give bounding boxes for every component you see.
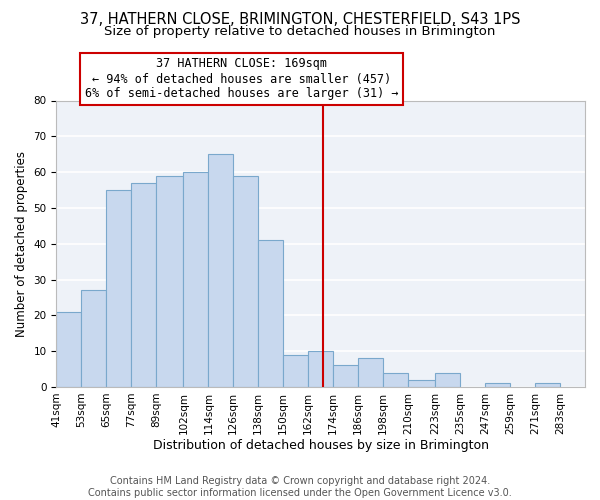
Text: 37 HATHERN CLOSE: 169sqm
← 94% of detached houses are smaller (457)
6% of semi-d: 37 HATHERN CLOSE: 169sqm ← 94% of detach… <box>85 58 398 100</box>
Bar <box>56 312 82 387</box>
Bar <box>308 351 333 387</box>
Bar <box>131 183 156 387</box>
Bar <box>535 384 560 387</box>
Y-axis label: Number of detached properties: Number of detached properties <box>15 150 28 336</box>
Bar <box>435 372 460 387</box>
Bar <box>383 372 408 387</box>
Bar <box>333 366 358 387</box>
Bar <box>106 190 131 387</box>
Bar <box>485 384 510 387</box>
Bar <box>258 240 283 387</box>
X-axis label: Distribution of detached houses by size in Brimington: Distribution of detached houses by size … <box>153 440 489 452</box>
Bar <box>283 354 308 387</box>
Bar <box>233 176 258 387</box>
Bar <box>408 380 435 387</box>
Bar <box>82 290 106 387</box>
Bar <box>156 176 184 387</box>
Bar <box>358 358 383 387</box>
Text: Contains HM Land Registry data © Crown copyright and database right 2024.
Contai: Contains HM Land Registry data © Crown c… <box>88 476 512 498</box>
Bar <box>184 172 208 387</box>
Text: 37, HATHERN CLOSE, BRIMINGTON, CHESTERFIELD, S43 1PS: 37, HATHERN CLOSE, BRIMINGTON, CHESTERFI… <box>80 12 520 28</box>
Text: Size of property relative to detached houses in Brimington: Size of property relative to detached ho… <box>104 25 496 38</box>
Bar <box>208 154 233 387</box>
